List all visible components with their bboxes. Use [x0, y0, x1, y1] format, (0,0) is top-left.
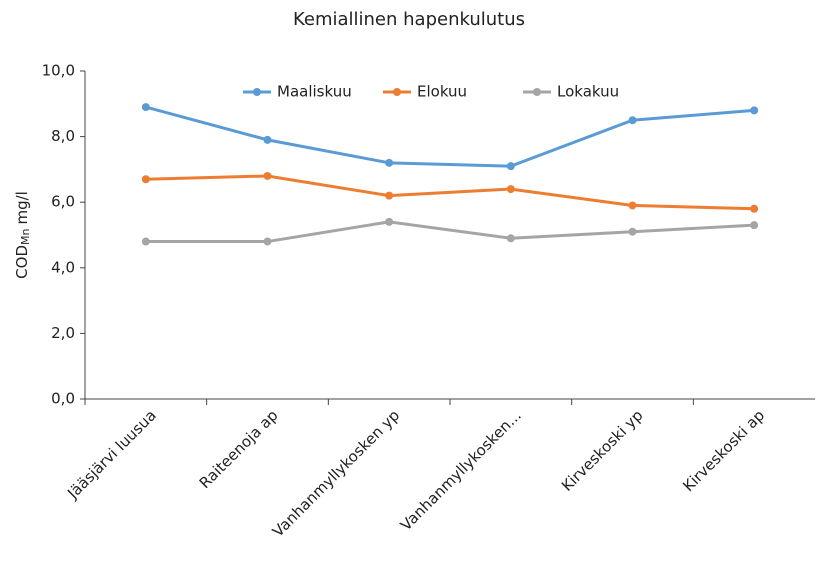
- point: [141, 103, 150, 112]
- point: [628, 227, 637, 236]
- point: [263, 237, 272, 246]
- y-tick-label: 8,0: [51, 127, 75, 145]
- point: [750, 106, 759, 115]
- y-label-sub: Mn: [19, 229, 32, 245]
- point: [141, 237, 150, 246]
- y-label-unit: mg/l: [13, 191, 31, 224]
- legend-label: Elokuu: [417, 83, 467, 101]
- y-tick-label: 4,0: [51, 258, 75, 276]
- legend-label: Maaliskuu: [277, 83, 352, 101]
- legend-label: Lokakuu: [557, 83, 619, 101]
- point: [628, 116, 637, 125]
- y-label-main: COD: [13, 245, 31, 279]
- y-axis-label: CODMn mg/l: [13, 191, 33, 279]
- legend-marker: [533, 88, 541, 96]
- x-tick-label: Raiteenoja ap: [196, 406, 282, 492]
- point: [263, 171, 272, 180]
- y-tick-label: 2,0: [51, 324, 75, 342]
- point: [506, 185, 515, 194]
- series-line: [145, 174, 755, 211]
- y-tick-label: 10,0: [42, 62, 75, 80]
- series-line: [145, 105, 755, 168]
- point: [506, 162, 515, 171]
- point: [750, 221, 759, 230]
- point: [141, 175, 150, 184]
- series-line: [145, 220, 755, 244]
- y-tick-label: 6,0: [51, 193, 75, 211]
- point: [263, 135, 272, 144]
- chart-title: Kemiallinen hapenkulutus: [293, 9, 525, 30]
- point: [628, 201, 637, 210]
- x-tick-label: Kirveskoski yp: [558, 406, 647, 495]
- point: [385, 158, 394, 167]
- point: [385, 191, 394, 200]
- point: [506, 234, 515, 243]
- x-tick-label: Vanhanmyllykosken...: [397, 406, 525, 534]
- y-tick-label: 0,0: [51, 390, 75, 408]
- x-tick-label: Jääsjärvi luusua: [63, 406, 160, 503]
- x-tick-label: Vanhanmyllykosken yp: [269, 406, 403, 540]
- x-tick-label: Kirveskoski ap: [679, 406, 768, 495]
- legend-marker: [253, 88, 261, 96]
- legend-marker: [393, 88, 401, 96]
- point: [385, 217, 394, 226]
- point: [750, 204, 759, 213]
